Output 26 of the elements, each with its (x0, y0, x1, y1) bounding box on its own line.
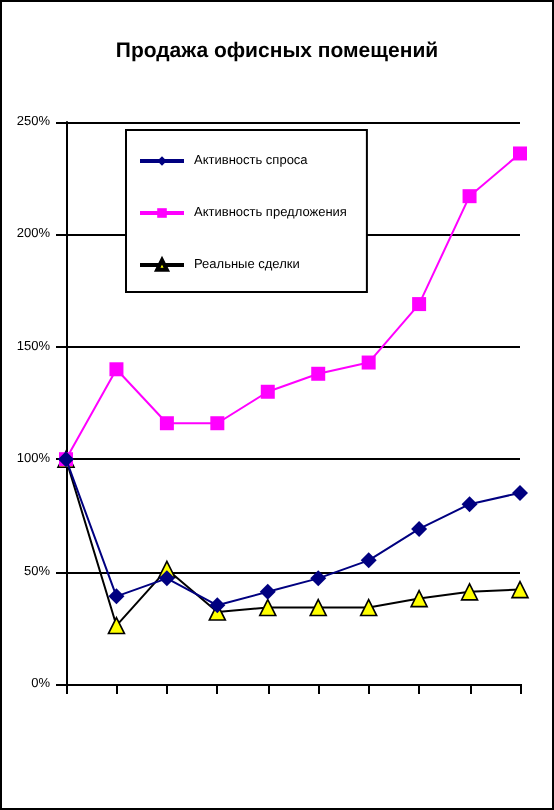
chart-title: Продажа офисных помещений (115, 39, 439, 63)
point (309, 598, 328, 617)
point (109, 362, 124, 377)
point (511, 580, 529, 599)
point (462, 189, 477, 204)
point (260, 384, 275, 399)
point (158, 570, 175, 587)
point (209, 597, 226, 614)
point (107, 616, 126, 635)
point (412, 297, 427, 312)
point (410, 589, 428, 608)
point (411, 520, 428, 537)
point (360, 552, 377, 569)
point (310, 570, 327, 587)
point (461, 496, 478, 513)
point (311, 366, 326, 381)
point (359, 598, 378, 617)
point (460, 583, 479, 601)
point (210, 416, 225, 431)
point (361, 355, 376, 370)
point (512, 484, 528, 501)
point (159, 416, 174, 431)
point (258, 598, 277, 617)
point (259, 583, 276, 600)
point (513, 146, 527, 161)
point (108, 588, 125, 605)
